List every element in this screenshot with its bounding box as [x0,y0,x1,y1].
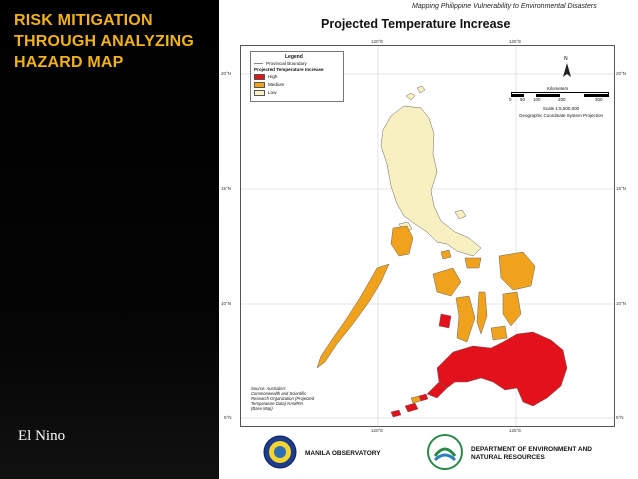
legend-class-low: Low [254,90,276,96]
legend-low-label: Low [268,90,277,96]
legend-class-high: High [254,74,277,80]
denr-label-line-1: DEPARTMENT OF ENVIRONMENT AND [471,446,592,453]
north-label: N [564,56,568,62]
medium-color-swatch [254,82,265,88]
title-line-3: HAZARD MAP [14,54,124,71]
denr-label-line-2: NATURAL RESOURCES [471,454,545,461]
scale-unit-label: Kilometers [547,86,569,91]
scale-ratio: Scale 1:5,500,000 [542,106,580,111]
map-legend: Legend Provincial Boundary Projected Tem… [250,51,344,102]
hazard-map-image: Mapping Philippine Vulnerability to Envi… [219,0,638,479]
title-line-1: RISK MITIGATION [14,12,153,29]
legend-boundary-label: Provincial Boundary [266,61,307,66]
latitude-label-15n-right: 15°N [616,186,627,191]
title-line-2: THROUGH ANALYZING [14,33,194,50]
legend-title: Legend [285,54,303,60]
legend-boundary-row: Provincial Boundary [254,61,307,66]
latitude-label-20n-right: 20°N [616,71,627,76]
projection-note: Geographic Coordinate System Projection [518,113,604,118]
boundary-line-swatch [254,63,263,65]
scale-tick: 200 [558,97,566,102]
legend-high-label: High [268,74,278,80]
scale-tick: 50 [520,97,526,102]
denr-logo-icon [427,434,463,475]
low-color-swatch [254,90,265,96]
latitude-label-10n-right: 10°N [616,301,627,306]
north-arrow-icon: N [559,56,575,81]
longitude-label-120-bottom: 120°E [371,428,384,433]
map-frame: 120°E 125°E 120°E 125°E 20°N 15°N 10°N 5… [221,39,626,433]
slide-caption: El Nino [18,428,66,444]
map-title: Projected Temperature Increase [321,17,511,31]
map-source-note: Source: Australia's Commonwealth and Sci… [251,386,315,411]
longitude-label-125-bottom: 125°E [509,428,522,433]
medium-zone [316,225,536,404]
legend-class-medium: Medium [254,82,284,88]
map-source-line: Mapping Philippine Vulnerability to Envi… [412,3,597,10]
scale-bar [511,92,609,97]
latitude-label-20n: 20°N [221,71,232,76]
scale-tick: 0 [509,97,512,102]
high-color-swatch [254,74,265,80]
legend-medium-label: Medium [268,82,285,88]
latitude-label-5n-right: 5°N [616,415,624,420]
slide-title: RISK MITIGATION THROUGH ANALYZING HAZARD… [14,10,219,73]
map-footer: MANILA OBSERVATORY DEPARTMENT OF ENVIRON… [219,430,638,479]
denr-label: DEPARTMENT OF ENVIRONMENT AND NATURAL RE… [471,446,592,462]
scale-tick: 100 [533,97,541,102]
legend-subtitle: Projected Temperature Increase [254,67,324,72]
latitude-label-10n: 10°N [221,301,232,306]
longitude-label-120-top: 120°E [371,39,384,44]
latitude-label-15n: 15°N [221,186,232,191]
graticule-lines [241,46,614,426]
left-panel: RISK MITIGATION THROUGH ANALYZING HAZARD… [0,0,219,479]
longitude-label-125-top: 125°E [509,39,522,44]
philippines-map [241,46,614,426]
latitude-label-5n: 5°N [224,415,232,420]
scale-tick: 300 [595,97,603,102]
high-zone-mindanao [390,313,568,418]
manila-observatory-label: MANILA OBSERVATORY [305,450,381,457]
manila-observatory-logo-icon [263,435,297,474]
